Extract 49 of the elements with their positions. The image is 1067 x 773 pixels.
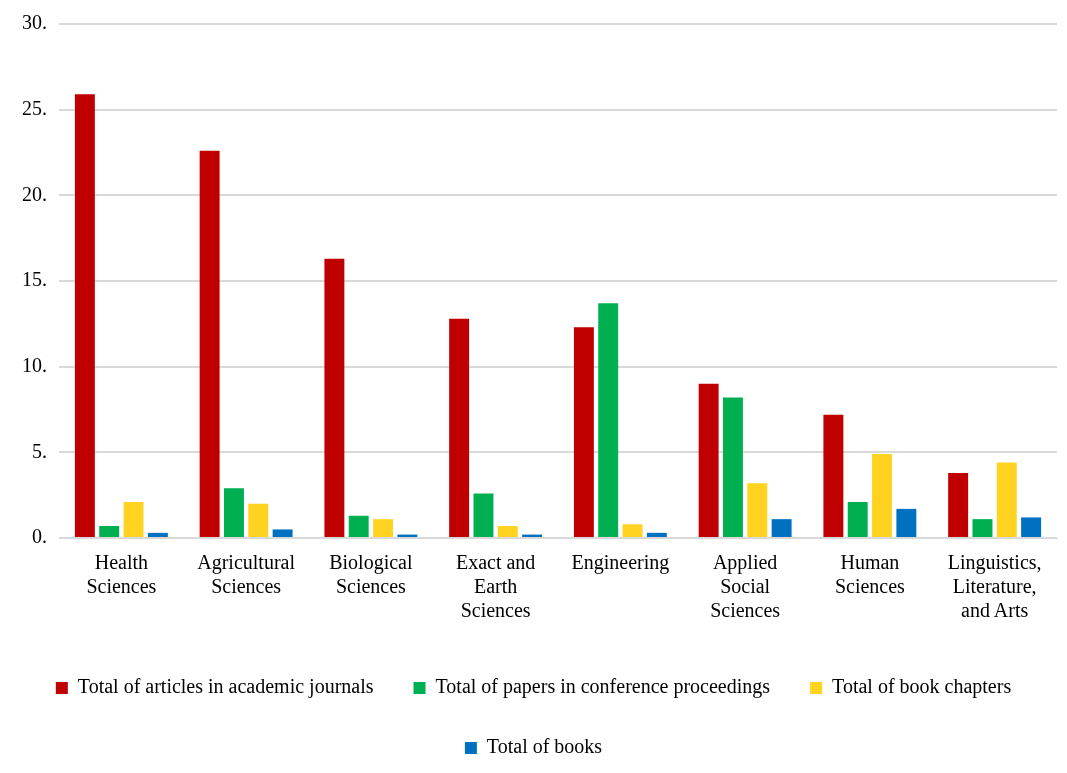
x-tick-label: Human Sciences (834, 551, 906, 598)
bar (223, 488, 244, 537)
x-tick-label: Biological Sciences (329, 551, 413, 598)
y-tick-label: 0. (32, 525, 47, 548)
bar (74, 94, 95, 537)
bar (272, 529, 293, 537)
y-tick-label: 10. (22, 353, 47, 376)
bar (646, 532, 667, 537)
bar (123, 502, 144, 537)
bar (896, 508, 917, 537)
bar (199, 150, 220, 537)
x-tick-label: Agricultural Sciences (197, 551, 296, 598)
bar (996, 462, 1017, 537)
bar (722, 397, 743, 537)
x-tick-label: Engineering (571, 551, 670, 575)
bar (823, 414, 844, 537)
x-tick-label: Exact and Earth Sciences (455, 551, 536, 622)
bar (497, 526, 518, 537)
y-tick-label: 5. (32, 439, 47, 462)
bar (99, 526, 120, 537)
bar (698, 383, 719, 537)
y-tick-label: 15. (22, 268, 47, 291)
bar (972, 519, 993, 537)
bar (473, 493, 494, 537)
bar (847, 502, 868, 537)
legend-label: Total of papers in conference proceedings (435, 675, 771, 699)
x-tick-label: Linguistics, Literature, and Arts (947, 551, 1042, 622)
bar (598, 303, 619, 537)
bar (449, 318, 470, 537)
bar (948, 472, 969, 537)
bar (771, 519, 792, 537)
bar (1021, 517, 1042, 537)
bar (622, 524, 643, 537)
y-tick-label: 25. (22, 96, 47, 119)
legend-label: Total of books (486, 735, 603, 758)
legend-label: Total of articles in academic journals (77, 675, 374, 699)
y-tick-label: 30. (22, 11, 47, 34)
bar (248, 503, 269, 537)
bar (573, 327, 594, 537)
legend-label: Total of book chapters (832, 675, 1012, 699)
bar (747, 483, 768, 537)
x-tick-label: Health Sciences (86, 551, 157, 598)
bar (373, 519, 394, 537)
x-tick-label: Applied Social Sciences (710, 551, 781, 622)
bar (872, 454, 893, 537)
y-tick-label: 20. (22, 182, 47, 205)
bar (348, 515, 369, 537)
bar (147, 532, 168, 537)
bar (324, 258, 345, 537)
